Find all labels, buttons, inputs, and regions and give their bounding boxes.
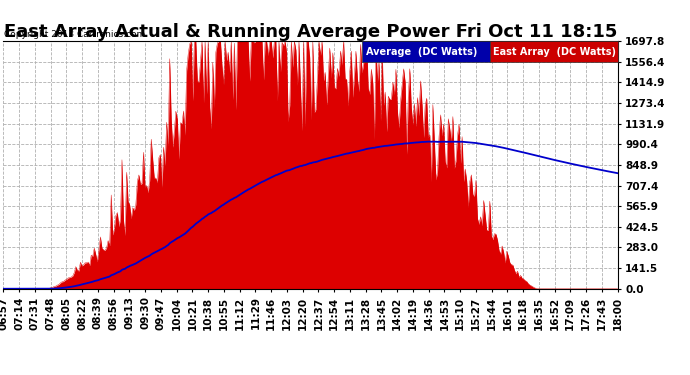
- Text: East Array  (DC Watts): East Array (DC Watts): [493, 46, 616, 57]
- Text: Average  (DC Watts): Average (DC Watts): [366, 46, 477, 57]
- Text: Copyright 2013 Cartronics.com: Copyright 2013 Cartronics.com: [4, 30, 146, 39]
- Title: East Array Actual & Running Average Power Fri Oct 11 18:15: East Array Actual & Running Average Powe…: [4, 23, 617, 41]
